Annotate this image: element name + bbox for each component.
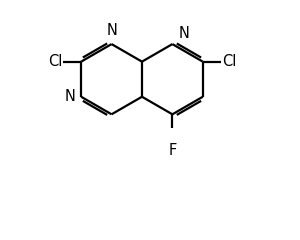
Text: N: N [106, 23, 117, 38]
Text: Cl: Cl [222, 54, 236, 69]
Text: N: N [178, 25, 189, 41]
Text: F: F [168, 144, 176, 158]
Text: Cl: Cl [48, 54, 62, 69]
Text: N: N [64, 89, 75, 104]
